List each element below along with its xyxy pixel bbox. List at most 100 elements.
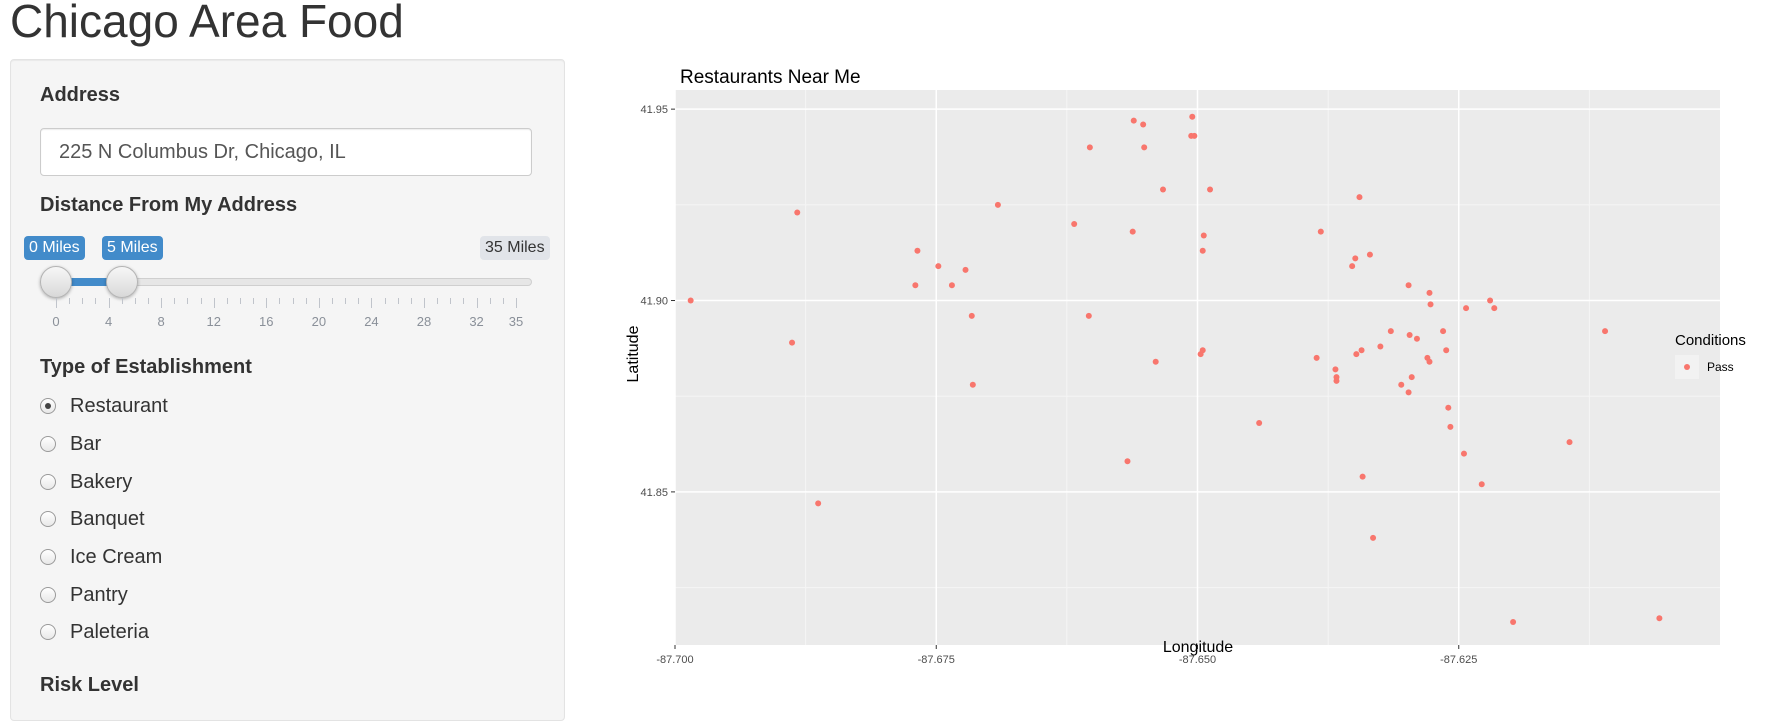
chart-title: Restaurants Near Me — [680, 67, 861, 88]
risk-level-label: Risk Level — [40, 674, 139, 696]
data-point — [1359, 473, 1366, 480]
data-point — [794, 209, 801, 216]
data-point — [1413, 335, 1420, 342]
data-point — [1427, 301, 1434, 308]
slider-grid-tick — [134, 298, 136, 304]
data-point — [962, 266, 969, 273]
slider-grid-tick — [253, 298, 255, 304]
data-point — [1445, 404, 1452, 411]
data-point — [994, 201, 1001, 208]
slider-grid-tick — [358, 298, 360, 304]
legend-title: Conditions — [1675, 332, 1746, 349]
radio-bar[interactable]: Bar — [40, 429, 101, 459]
slider-grid-label: 35 — [508, 314, 524, 329]
data-point — [1478, 481, 1485, 488]
data-point — [1487, 297, 1494, 304]
slider-grid-label: 24 — [364, 314, 379, 329]
radio-button[interactable] — [40, 398, 56, 414]
data-point — [1071, 220, 1078, 227]
slider-grid-tick — [332, 298, 333, 304]
data-point — [1152, 358, 1159, 365]
slider-grid-label: 12 — [206, 314, 221, 329]
data-point — [1313, 354, 1320, 361]
radio-banquet[interactable]: Banquet — [40, 504, 145, 534]
data-point — [1463, 305, 1470, 312]
data-point — [948, 282, 955, 289]
slider-grid-label: 20 — [311, 314, 327, 329]
data-point — [1447, 423, 1454, 430]
slider-grid-tick — [463, 298, 465, 304]
chart-svg: Restaurants Near Me -87.700 -87.675 -87.65… — [625, 67, 1746, 666]
data-point — [1189, 113, 1196, 120]
radio-pantry[interactable]: Pantry — [40, 580, 128, 610]
data-point — [1141, 144, 1148, 151]
radio-restaurant[interactable]: Restaurant — [40, 391, 168, 421]
distance-slider[interactable]: 0 Miles 5 Miles 35 Miles 0 4 8 12 16 20 24 28 32… — [24, 236, 550, 329]
data-point — [1398, 381, 1405, 388]
radio-paleteria[interactable]: Paleteria — [40, 617, 149, 647]
data-point — [1207, 186, 1214, 193]
data-point — [914, 247, 921, 254]
slider-grid-label: 8 — [157, 314, 165, 329]
x-axis-title: Longitude — [1163, 639, 1233, 656]
slider-from-bubble: 0 Miles — [24, 236, 85, 260]
slider-grid-tick — [95, 298, 97, 304]
radio-ice-cream[interactable]: Ice Cream — [40, 542, 162, 572]
slider-grid-tick — [56, 298, 57, 308]
y-tick-label: 41.95 — [640, 104, 668, 116]
data-point — [1405, 282, 1412, 289]
slider-grid-tick — [226, 298, 228, 304]
radio-button[interactable] — [40, 511, 56, 527]
data-point — [935, 263, 942, 270]
data-point — [1353, 351, 1360, 358]
slider-grid-tick — [174, 298, 176, 304]
slider-grid-tick — [437, 298, 439, 304]
establishment-label: Type of Establishment — [40, 356, 252, 378]
slider-grid-tick — [279, 298, 281, 304]
data-point — [1406, 331, 1413, 338]
data-point — [1426, 358, 1433, 365]
data-point — [1358, 347, 1365, 354]
data-point — [1124, 458, 1131, 465]
data-point — [1510, 619, 1517, 626]
data-point — [1349, 263, 1356, 270]
slider-grid-tick — [121, 298, 123, 304]
radio-button[interactable] — [40, 436, 56, 452]
slider-grid-tick — [82, 298, 84, 304]
slider-grid-tick — [384, 298, 386, 304]
legend-key-point — [1684, 364, 1690, 370]
data-point — [1129, 228, 1136, 235]
radio-bakery[interactable]: Bakery — [40, 467, 132, 497]
slider-grid-tick — [516, 298, 517, 308]
data-point — [1191, 132, 1198, 139]
data-point — [687, 297, 694, 304]
data-point — [1566, 439, 1573, 446]
data-point — [1443, 347, 1450, 354]
slider-grid-tick — [397, 298, 399, 304]
data-point — [1405, 389, 1412, 396]
data-point — [969, 381, 976, 388]
data-point — [1160, 186, 1167, 193]
radio-button[interactable] — [40, 549, 56, 565]
data-point — [1387, 328, 1394, 335]
data-point — [1426, 289, 1433, 296]
radio-button[interactable] — [40, 474, 56, 490]
grid-major — [674, 90, 1720, 645]
slider-grid-tick — [305, 298, 307, 304]
radio-button[interactable] — [40, 624, 56, 640]
data-point — [1086, 144, 1093, 151]
address-input[interactable] — [40, 128, 532, 176]
slider-grid-label: 16 — [259, 314, 274, 329]
slider-to-handle[interactable] — [106, 266, 138, 298]
x-axis-ticks: -87.700 -87.675 -87.650 -87.625 — [656, 645, 1477, 666]
slider-grid-tick — [424, 298, 425, 308]
data-point — [1085, 312, 1092, 319]
slider-from-handle[interactable] — [40, 266, 72, 298]
address-label: Address — [40, 84, 121, 106]
slider-grid-tick — [502, 298, 504, 304]
y-tick-label: 41.85 — [640, 487, 668, 499]
radio-label: Bakery — [70, 470, 133, 493]
radio-label: Pantry — [70, 583, 128, 606]
data-point — [1333, 377, 1340, 384]
radio-button[interactable] — [40, 587, 56, 603]
